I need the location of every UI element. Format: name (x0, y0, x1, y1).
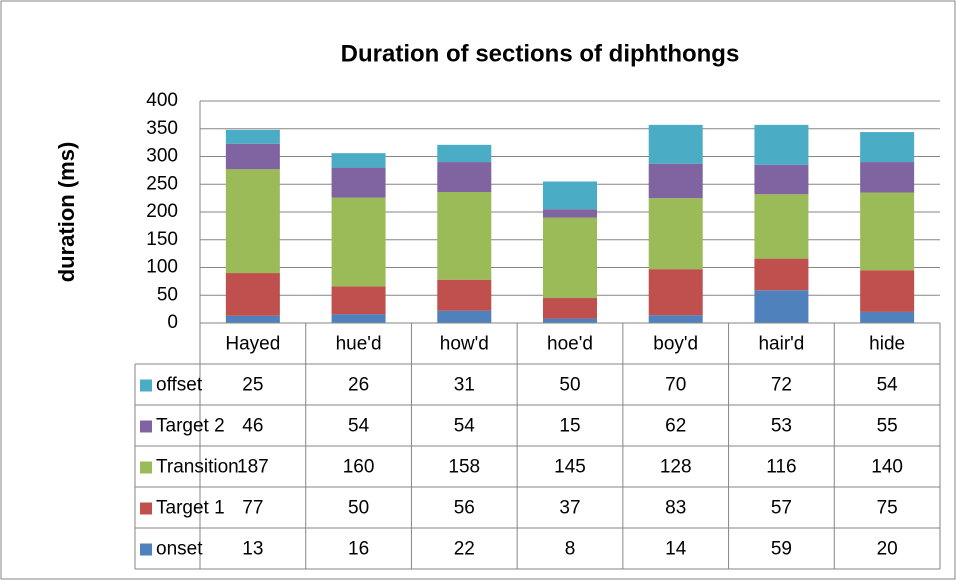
legend-label: offset (156, 375, 203, 396)
bar-segment (860, 192, 915, 271)
bar-segment (543, 181, 597, 210)
legend-label: Target 1 (156, 498, 225, 519)
bar-segment (648, 198, 703, 270)
y-tick-label: 300 (146, 146, 178, 167)
x-tick-label: hoe'd (547, 334, 593, 355)
bar-segment (754, 290, 809, 323)
legend-swatch (140, 543, 152, 556)
bar-segment (648, 124, 703, 164)
table-value: 75 (877, 498, 898, 519)
table-value: 140 (871, 457, 903, 478)
bar-segment (437, 192, 492, 280)
table-value: 128 (660, 457, 692, 478)
bar-segment (543, 217, 597, 299)
x-tick-label: boy'd (653, 334, 698, 355)
bar-segment (860, 162, 915, 193)
y-tick-label: 150 (146, 229, 178, 250)
table-value: 56 (454, 498, 475, 519)
table-value: 72 (771, 375, 792, 396)
bar-segment (437, 144, 492, 163)
table-value: 15 (559, 416, 580, 437)
y-tick-label: 350 (146, 118, 178, 139)
bar-segment (437, 162, 492, 193)
table-value: 77 (242, 498, 263, 519)
table-value: 8 (565, 539, 576, 560)
bar-segment (860, 270, 915, 312)
table-value: 16 (348, 539, 369, 560)
bar-segment (648, 315, 703, 323)
y-tick-label: 50 (157, 284, 178, 305)
bar-segment (331, 153, 386, 168)
table-value: 116 (766, 457, 796, 478)
x-tick-label: hair'd (758, 334, 804, 355)
bar-segment (543, 209, 597, 218)
table-value: 187 (237, 457, 269, 478)
x-tick-label: hue'd (336, 334, 382, 355)
bar-segment (648, 163, 703, 199)
table-value: 37 (559, 498, 580, 519)
y-tick-label: 100 (146, 257, 178, 278)
chart-title: Duration of sections of diphthongs (341, 40, 740, 67)
table-value: 22 (454, 539, 475, 560)
bar-segment (754, 164, 809, 195)
bar-segment (331, 197, 386, 287)
bar-segment (543, 298, 597, 319)
bar-segment (225, 143, 280, 170)
bar-segment (331, 286, 386, 315)
table-value: 54 (877, 375, 899, 396)
legend-label: Transition (156, 457, 239, 478)
table-value: 46 (242, 416, 263, 437)
bar-segment (225, 315, 280, 323)
bar-segment (331, 314, 386, 323)
bar-segment (860, 132, 915, 163)
bar-segment (225, 129, 280, 144)
table-value: 55 (877, 416, 898, 437)
table-value: 53 (771, 416, 792, 437)
y-axis-label: duration (ms) (54, 142, 79, 283)
legend-swatch (140, 420, 152, 433)
table-value: 158 (448, 457, 480, 478)
table-value: 145 (554, 457, 586, 478)
x-tick-label: Hayed (225, 334, 280, 355)
table-value: 62 (665, 416, 686, 437)
table-value: 14 (665, 539, 687, 560)
table-value: 54 (454, 416, 476, 437)
table-value: 13 (242, 539, 263, 560)
table-value: 160 (343, 457, 375, 478)
table-value: 70 (665, 375, 686, 396)
table-value: 50 (348, 498, 369, 519)
bar-segment (754, 258, 809, 291)
legend-label: Target 2 (156, 416, 225, 437)
legend-swatch (140, 502, 152, 515)
table-value: 54 (348, 416, 370, 437)
bar-segment (860, 311, 915, 323)
bar-segment (754, 194, 809, 259)
table-value: 59 (771, 539, 792, 560)
legend-swatch (140, 461, 152, 474)
table-value: 31 (454, 375, 475, 396)
y-tick-label: 200 (146, 201, 178, 222)
y-tick-label: 400 (146, 90, 178, 111)
bar-segment (437, 310, 492, 323)
table-value: 83 (665, 498, 686, 519)
bar-segment (225, 169, 280, 274)
bar-segment (225, 273, 280, 316)
x-tick-label: how'd (440, 334, 489, 355)
table-value: 26 (348, 375, 369, 396)
table-value: 25 (242, 375, 263, 396)
table-value: 57 (771, 498, 792, 519)
legend-label: onset (156, 539, 203, 560)
bar-segment (648, 269, 703, 316)
x-tick-label: hide (869, 334, 905, 355)
bar-segment (543, 318, 597, 323)
bar-segment (437, 279, 492, 311)
table-value: 20 (877, 539, 898, 560)
bar-segment (754, 124, 809, 165)
y-tick-label: 250 (146, 173, 178, 194)
legend-swatch (140, 379, 152, 392)
y-tick-label: 0 (167, 312, 178, 333)
bar-segment (331, 167, 386, 198)
table-value: 50 (559, 375, 580, 396)
